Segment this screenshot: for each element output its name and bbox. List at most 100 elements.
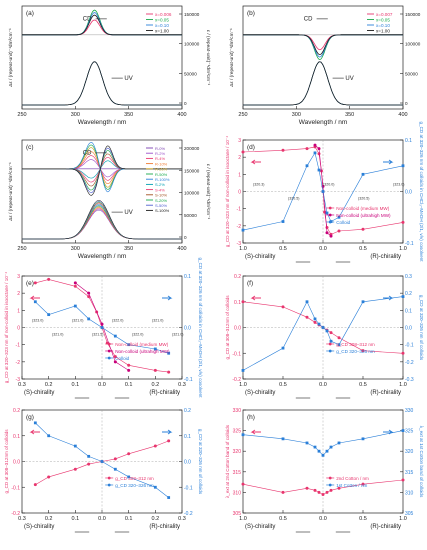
y-axis-label-right: g_CD at 320–326 nm of colloids in CHCl₃–… — [419, 122, 424, 263]
right-tick-label: 150000 — [184, 12, 200, 17]
panel-c: (c) 250 300 350 400 Wavelength / nm Δε / (repe… — [8, 139, 211, 260]
data-point — [73, 281, 77, 285]
right-tick-label: 0.3 — [405, 274, 412, 280]
axis-arrow-right — [162, 295, 173, 301]
x-tick-label: 250 — [238, 112, 247, 118]
data-point — [325, 329, 329, 333]
left-tick-label: -1 — [237, 207, 242, 213]
panel-label: (a) — [26, 10, 34, 17]
left-tick-label: -0.2 — [11, 511, 20, 517]
axis-arrow-left — [29, 429, 40, 435]
left-tick-label: 0.1 — [13, 434, 20, 440]
x-axis-label-left: (S)-chirality — [245, 524, 275, 530]
uv-curve — [22, 209, 182, 240]
point-label: (322.0) — [132, 333, 143, 337]
y-axis-label-right: ε / (repeat-unit)⁻¹dm³cm⁻¹ — [205, 164, 211, 220]
left-tick-label: 3 — [17, 274, 20, 280]
legend-entry: R-2% — [155, 151, 165, 156]
x-tick-label: 1.0 — [399, 516, 407, 522]
legend-marker — [107, 483, 111, 487]
legend-entry: R-20% — [155, 167, 168, 172]
legend-entry: Non-colloid (medium MW) — [336, 206, 390, 211]
legend-entry: Non-colloid (medium MW) — [115, 342, 169, 347]
data-point — [241, 482, 245, 486]
data-point — [325, 449, 329, 453]
data-point — [317, 152, 321, 156]
data-point — [321, 492, 325, 496]
left-tick-label: 1 — [238, 172, 241, 178]
legend-entry: S-4% — [155, 187, 165, 192]
uv-curve — [243, 61, 403, 106]
data-point — [361, 172, 365, 176]
x-tick-label: 0.5 — [279, 516, 287, 522]
legend-entry: Colloid — [336, 220, 350, 225]
right-tick-label: 0.1 — [184, 434, 191, 440]
cd-annotation: CD — [83, 16, 92, 22]
data-point — [167, 496, 171, 499]
legend-entry: R-100% — [155, 177, 170, 182]
data-point — [321, 453, 325, 457]
right-tick-label: 325 — [405, 429, 414, 435]
x-axis-label: Wavelength / nm — [78, 253, 127, 260]
plot-frame — [242, 5, 404, 110]
data-point — [127, 368, 131, 372]
legend-marker — [328, 206, 332, 210]
right-tick-label: 310 — [405, 490, 414, 496]
point-label: (321.0) — [172, 333, 183, 337]
left-tick-label: -0.2 — [232, 377, 241, 383]
x-tick-label: 0.5 — [279, 382, 287, 388]
uv-curve — [22, 61, 182, 106]
data-point — [329, 234, 333, 238]
left-tick-label: 0.0 — [234, 326, 241, 332]
cd-annotation: CD — [304, 16, 313, 22]
right-tick-label: -0.1 — [405, 343, 414, 349]
x-axis-label: Wavelength / nm — [78, 119, 127, 126]
left-tick-label: -1 — [16, 343, 21, 349]
axis-arrow-right — [162, 429, 173, 435]
point-label: (323.0) — [393, 183, 404, 187]
right-tick-label: 0.0 — [184, 326, 191, 332]
data-point — [241, 369, 245, 372]
right-tick-label: -0.1 — [184, 377, 193, 383]
right-tick-label: 100000 — [184, 191, 200, 196]
data-point — [153, 485, 157, 489]
data-point — [47, 313, 51, 317]
x-axis-label-right: (R)-chirality — [370, 390, 401, 396]
data-point — [87, 295, 91, 299]
y-axis-label-left: Δε / (repeat-unit)⁻¹dm³cm⁻¹ — [8, 162, 14, 221]
x-tick-label: 0.2 — [152, 516, 160, 522]
data-point — [281, 490, 285, 494]
data-point — [305, 164, 309, 168]
panel-label: (d) — [247, 144, 255, 151]
x-tick-label: 300 — [292, 112, 301, 118]
panel-b: (b) 250 300 350 400 Wavelength / nm Δε / (repe… — [229, 5, 427, 126]
x-axis-label-right: (R)-chirality — [370, 254, 401, 260]
y-axis-label-right: g_CD at 320–326 nm of colloids — [198, 429, 203, 495]
data-point — [361, 300, 365, 304]
data-point — [337, 215, 341, 219]
left-tick-label: 2 — [17, 291, 20, 297]
right-tick-label: 320 — [405, 449, 414, 455]
left-tick-label: 0.0 — [13, 460, 20, 466]
data-point — [313, 317, 317, 321]
data-point — [305, 147, 309, 151]
right-tick-label: 0.0 — [405, 326, 412, 332]
legend-marker — [107, 476, 111, 480]
panel-label: (e) — [26, 280, 34, 287]
data-point — [305, 315, 309, 319]
legend-entry: Colloid — [115, 356, 129, 361]
legend-marker — [328, 349, 332, 353]
data-point — [47, 277, 51, 281]
data-point — [100, 326, 104, 329]
data-point — [113, 457, 117, 461]
right-tick-label: -0.2 — [184, 511, 193, 517]
data-point — [329, 445, 333, 449]
data-point — [73, 284, 77, 288]
data-point — [337, 336, 341, 340]
panel-label: (b) — [247, 10, 255, 17]
y-axis-label-left: Δε / (repeat-unit)⁻¹dm³cm⁻¹ — [8, 28, 14, 87]
right-tick-label: 0 — [184, 235, 187, 240]
x-tick-label: 0.0 — [98, 516, 106, 522]
legend-entry: R-4% — [155, 156, 165, 161]
data-point — [167, 370, 171, 374]
